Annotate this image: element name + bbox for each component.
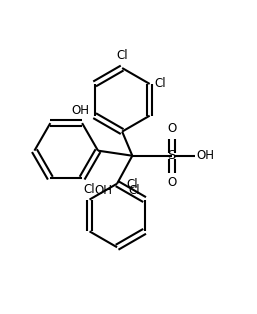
Text: OH: OH	[196, 149, 214, 162]
Text: OH: OH	[94, 184, 112, 197]
Text: S: S	[168, 149, 176, 162]
Text: Cl: Cl	[154, 78, 166, 90]
Text: Cl: Cl	[128, 184, 140, 197]
Text: Cl: Cl	[83, 183, 95, 196]
Text: O: O	[167, 122, 176, 135]
Text: OH: OH	[72, 104, 90, 117]
Text: Cl: Cl	[127, 178, 138, 191]
Text: Cl: Cl	[116, 49, 128, 62]
Text: O: O	[167, 176, 176, 189]
